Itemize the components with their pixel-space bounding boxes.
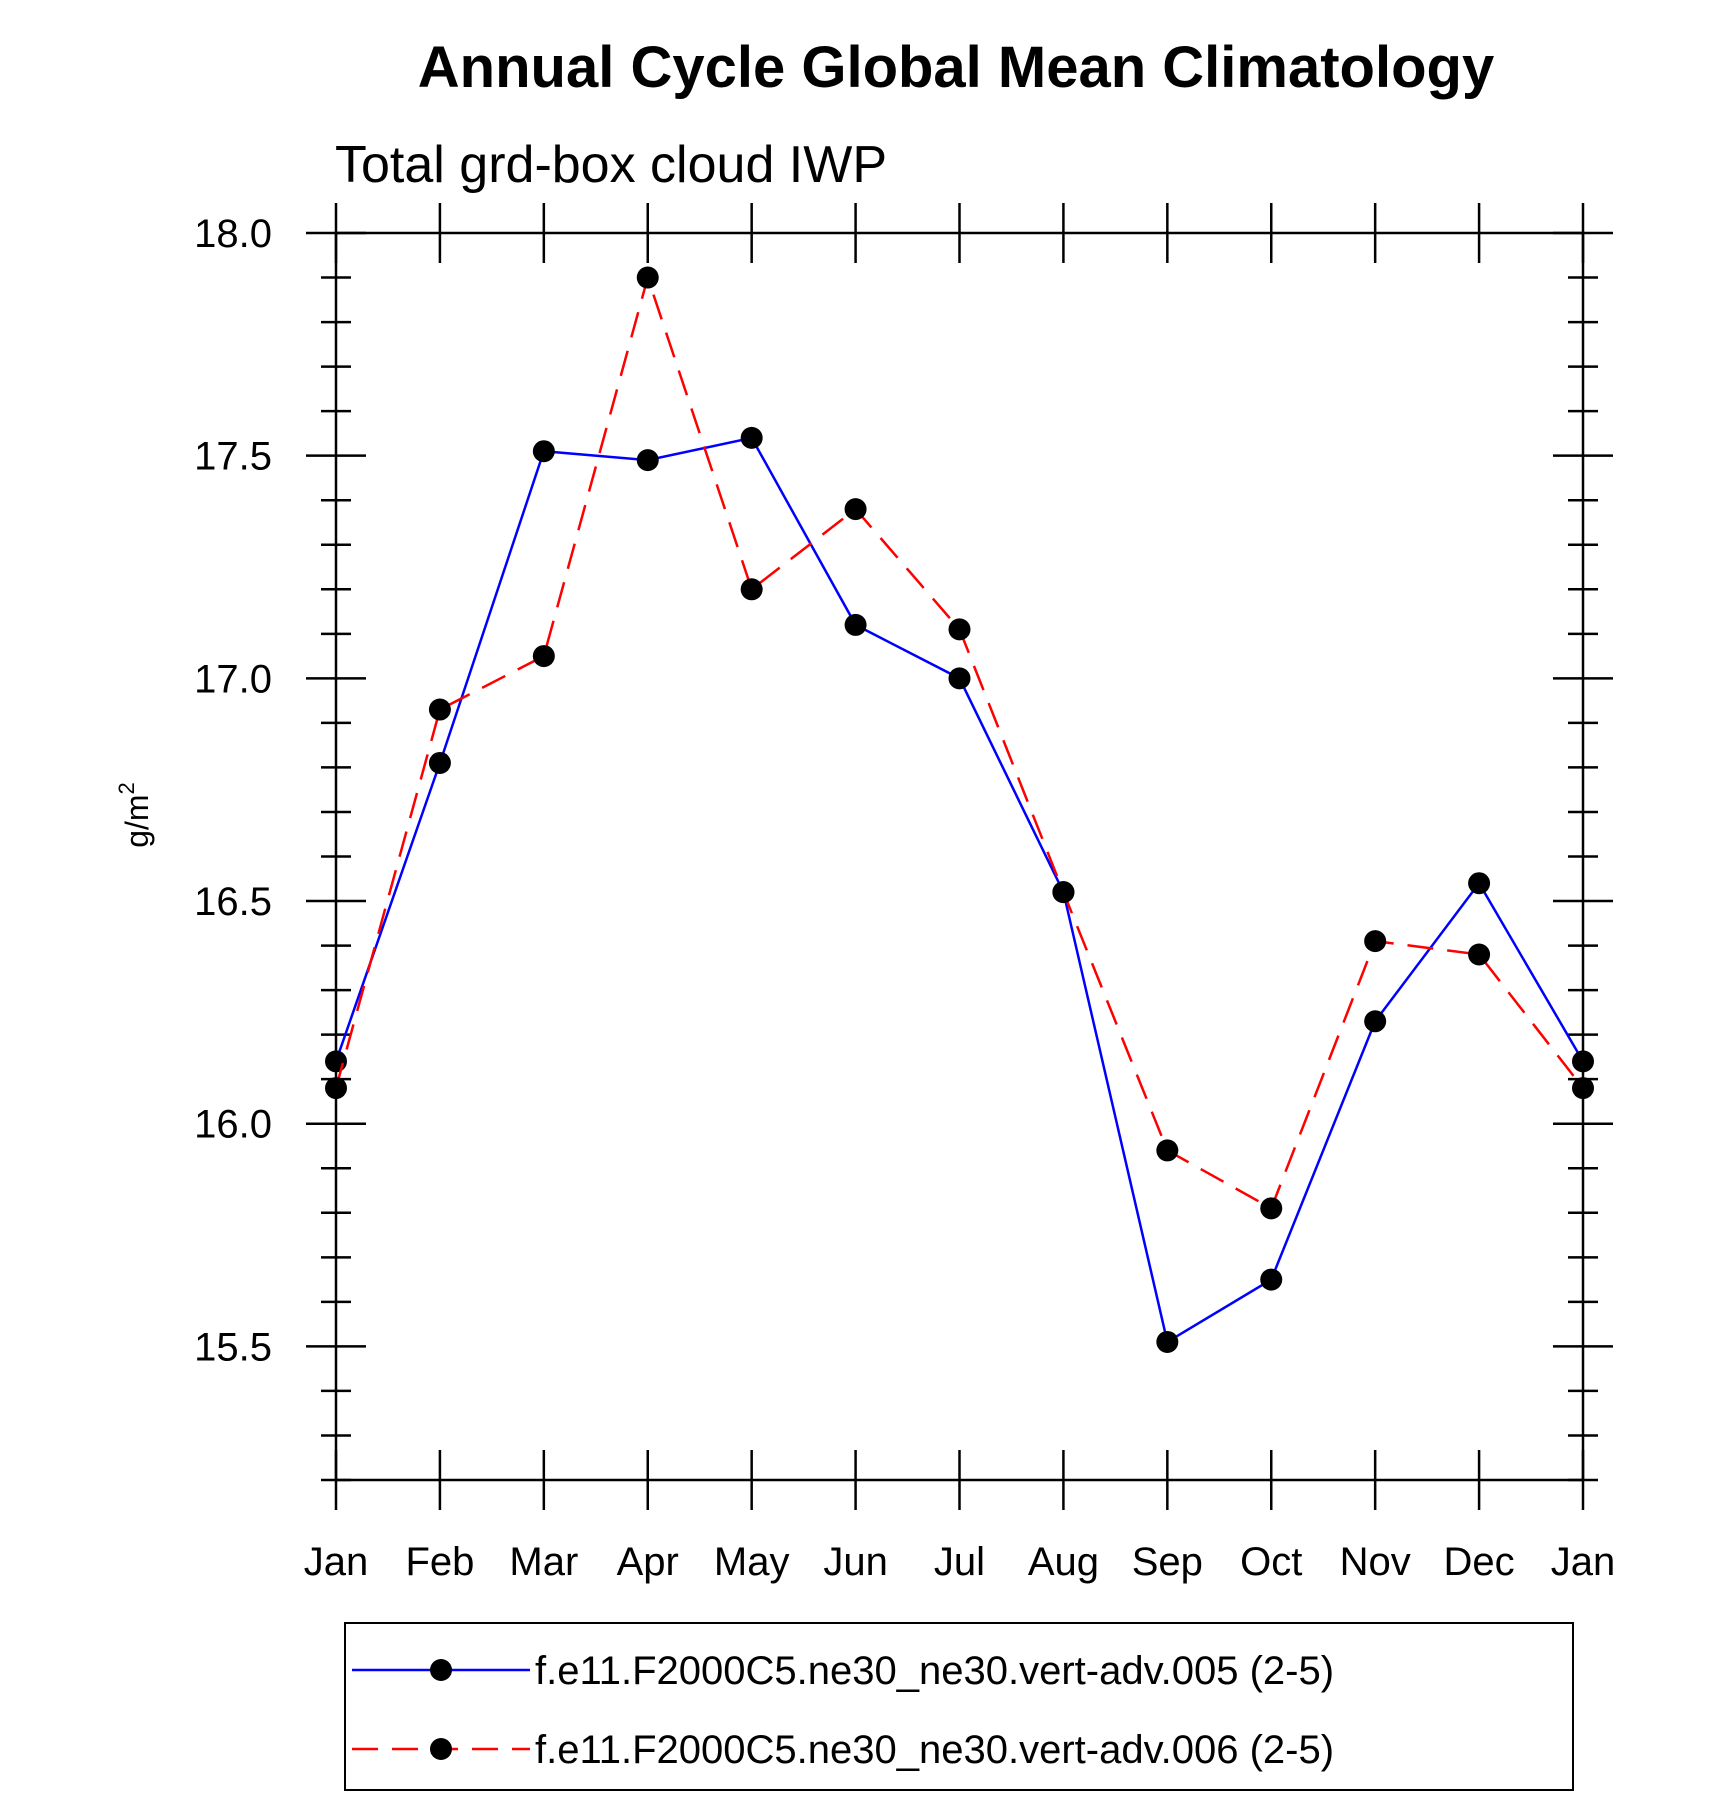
legend-label-2: f.e11.F2000C5.ne30_ne30.vert-adv.006 (2-…: [535, 1728, 1334, 1772]
data-point-series-2: [1364, 930, 1387, 953]
svg-text:g/m2: g/m2: [114, 782, 155, 848]
x-tick-label: Apr: [617, 1540, 679, 1584]
axis-ticks: [306, 203, 1613, 1510]
y-tick-label: 15.5: [194, 1325, 272, 1369]
data-point-series-1: [636, 449, 659, 472]
data-point-series-2: [636, 266, 659, 289]
x-tick-label: Feb: [405, 1540, 474, 1584]
data-point-series-2: [325, 1077, 347, 1100]
legend: f.e11.F2000C5.ne30_ne30.vert-adv.005 (2-…: [344, 1622, 1574, 1791]
data-point-series-2: [948, 618, 971, 641]
data-point-series-1: [1468, 872, 1491, 895]
x-tick-labels: Jan Feb Mar Apr May Jun Jul Aug Sep Oct Nov Dec Jan: [304, 1540, 1616, 1584]
series-line-1: [334, 436, 1585, 1344]
y-axis-label-text: g/m: [119, 794, 155, 847]
data-point-series-1: [428, 751, 451, 774]
data-point-series-1: [1156, 1330, 1179, 1353]
y-tick-label: 16.0: [194, 1103, 272, 1147]
data-point-series-2: [1468, 943, 1491, 966]
y-tick-label: 18.0: [194, 212, 272, 256]
data-point-series-2: [1260, 1197, 1283, 1220]
chart-title: Annual Cycle Global Mean Climatology: [418, 35, 1494, 100]
data-point-series-2: [1156, 1139, 1179, 1162]
x-tick-label: Aug: [1028, 1540, 1099, 1584]
y-tick-labels: 18.0 17.5 17.0 16.5 16.0 15.5: [194, 212, 272, 1369]
data-point-series-2: [428, 698, 451, 721]
x-tick-label: Sep: [1132, 1540, 1203, 1584]
x-tick-label: Jan: [1551, 1540, 1616, 1584]
data-point-series-1: [1364, 1010, 1387, 1033]
x-tick-label: May: [714, 1540, 790, 1584]
plot-frame: [334, 231, 1585, 1482]
x-tick-label: Nov: [1340, 1540, 1411, 1584]
legend-marker-1: [430, 1659, 452, 1681]
y-tick-label: 17.5: [194, 435, 272, 479]
data-point-series-2: [1572, 1077, 1594, 1100]
legend-label-1: f.e11.F2000C5.ne30_ne30.vert-adv.005 (2-…: [535, 1649, 1334, 1693]
y-axis-label-superscript: 2: [114, 782, 139, 794]
data-point-series-1: [844, 613, 867, 636]
x-tick-label: Dec: [1444, 1540, 1515, 1584]
data-point-series-1: [1572, 1050, 1594, 1073]
data-point-series-2: [532, 645, 555, 668]
x-tick-label: Mar: [509, 1540, 578, 1584]
x-tick-label: Jun: [823, 1540, 888, 1584]
data-point-series-2: [740, 578, 763, 601]
data-point-series-1: [948, 667, 971, 690]
data-point-series-2: [844, 498, 867, 521]
x-tick-label: Oct: [1240, 1540, 1302, 1584]
legend-marker-2: [430, 1738, 452, 1760]
y-tick-label: 17.0: [194, 657, 272, 701]
data-point-series-1: [532, 440, 555, 463]
data-point-series-1: [1260, 1268, 1283, 1291]
series-lines: [325, 266, 1594, 1353]
y-tick-label: 16.5: [194, 880, 272, 924]
y-axis-label: g/m2: [114, 782, 155, 848]
series-line-2: [334, 273, 1584, 1211]
x-tick-label: Jul: [934, 1540, 985, 1584]
data-point-series-1: [325, 1050, 347, 1073]
data-point-series-1: [740, 426, 763, 449]
chart-subtitle: Total grd-box cloud IWP: [335, 136, 887, 194]
data-point-series-2: [1052, 881, 1075, 904]
x-tick-label: Jan: [304, 1540, 369, 1584]
legend-box: [344, 1622, 1574, 1791]
